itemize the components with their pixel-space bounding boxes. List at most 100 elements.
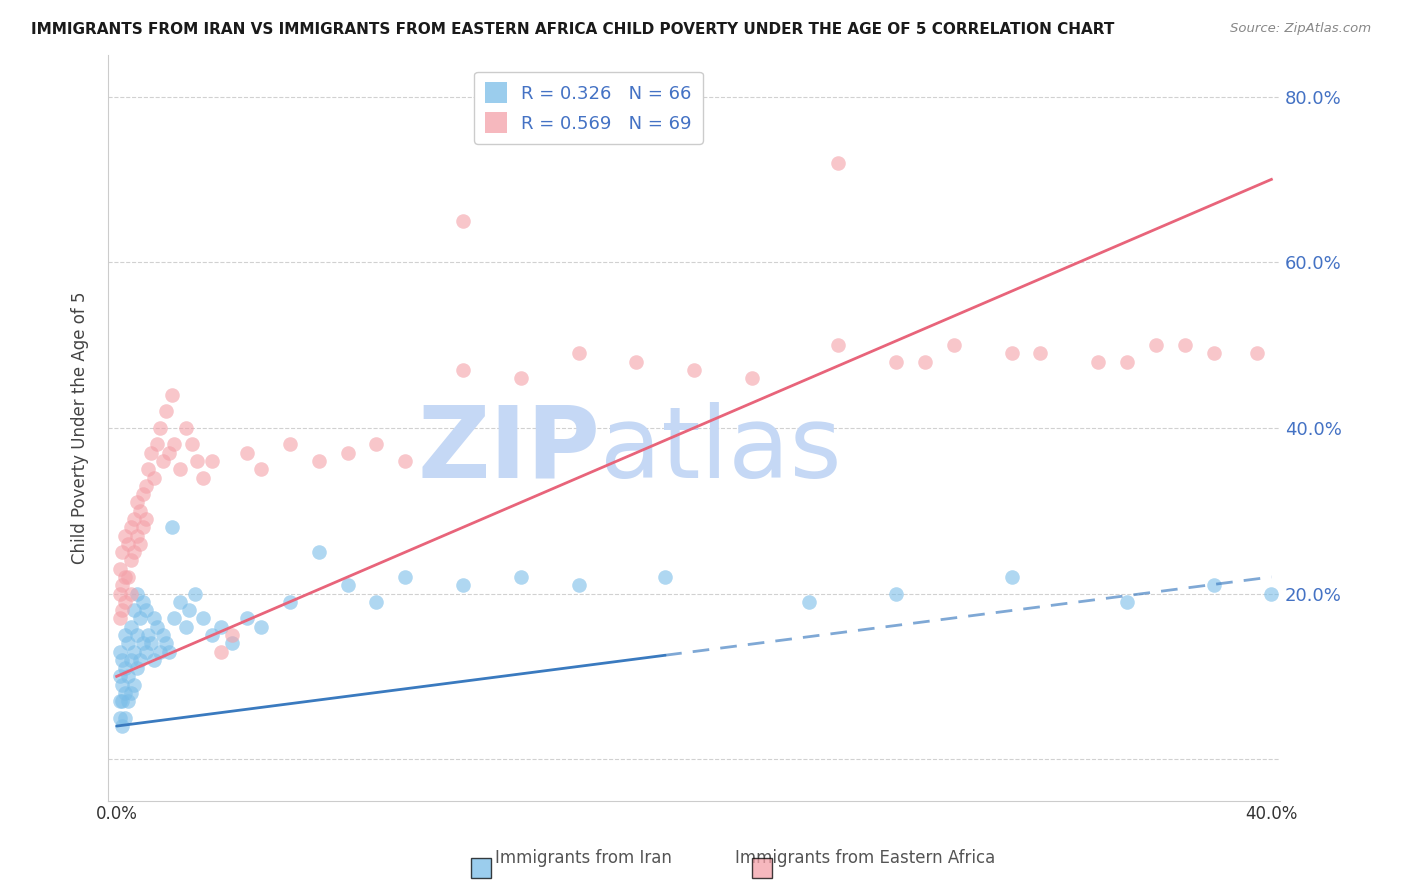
- Point: [120, 520, 142, 534]
- Point: [1000, 346, 1022, 360]
- Point: [131, 595, 153, 609]
- Point: [125, 495, 148, 509]
- Point: [1260, 586, 1282, 600]
- Point: [111, 653, 134, 667]
- Point: [128, 504, 150, 518]
- Point: [114, 711, 136, 725]
- Text: Immigrants from Iran: Immigrants from Iran: [495, 849, 672, 867]
- Point: [155, 404, 177, 418]
- Point: [394, 454, 416, 468]
- Point: [278, 595, 301, 609]
- Point: [186, 454, 208, 468]
- Point: [114, 686, 136, 700]
- Point: [125, 628, 148, 642]
- Point: [884, 354, 907, 368]
- Point: [108, 562, 131, 576]
- Point: [141, 636, 163, 650]
- Text: ZIP: ZIP: [418, 401, 600, 499]
- Point: [1116, 354, 1139, 368]
- Point: [308, 545, 330, 559]
- Point: [125, 586, 148, 600]
- Point: [509, 371, 531, 385]
- Point: [914, 354, 936, 368]
- Point: [827, 156, 849, 170]
- Point: [114, 628, 136, 642]
- Point: [451, 214, 474, 228]
- Point: [155, 636, 177, 650]
- Text: Source: ZipAtlas.com: Source: ZipAtlas.com: [1230, 22, 1371, 36]
- Point: [114, 661, 136, 675]
- Point: [122, 678, 145, 692]
- Point: [131, 520, 153, 534]
- Point: [180, 437, 202, 451]
- Point: [114, 595, 136, 609]
- Point: [278, 437, 301, 451]
- Point: [108, 611, 131, 625]
- Point: [143, 653, 166, 667]
- Point: [221, 636, 243, 650]
- Point: [174, 421, 197, 435]
- Point: [827, 338, 849, 352]
- Point: [120, 553, 142, 567]
- Point: [509, 570, 531, 584]
- Point: [201, 628, 224, 642]
- Point: [122, 545, 145, 559]
- Point: [193, 470, 215, 484]
- Point: [122, 512, 145, 526]
- Point: [683, 363, 706, 377]
- Point: [117, 537, 139, 551]
- Point: [235, 611, 257, 625]
- Point: [221, 628, 243, 642]
- Point: [169, 462, 191, 476]
- Point: [134, 603, 156, 617]
- Point: [120, 586, 142, 600]
- Point: [1029, 346, 1052, 360]
- Point: [125, 528, 148, 542]
- Point: [117, 570, 139, 584]
- Point: [741, 371, 763, 385]
- Point: [1246, 346, 1268, 360]
- Point: [138, 462, 160, 476]
- Point: [146, 620, 169, 634]
- Point: [209, 644, 232, 658]
- Point: [174, 620, 197, 634]
- Point: [209, 620, 232, 634]
- Point: [152, 454, 174, 468]
- Point: [108, 644, 131, 658]
- Point: [193, 611, 215, 625]
- Point: [122, 603, 145, 617]
- Point: [157, 644, 180, 658]
- Point: [157, 446, 180, 460]
- Point: [235, 446, 257, 460]
- Point: [108, 669, 131, 683]
- Point: [654, 570, 676, 584]
- Point: [134, 644, 156, 658]
- Point: [451, 578, 474, 592]
- Point: [128, 611, 150, 625]
- Point: [138, 628, 160, 642]
- Point: [120, 653, 142, 667]
- Point: [122, 644, 145, 658]
- Point: [567, 346, 589, 360]
- Point: [1087, 354, 1109, 368]
- Point: [111, 578, 134, 592]
- Point: [567, 578, 589, 592]
- Point: [131, 487, 153, 501]
- Point: [169, 595, 191, 609]
- Point: [1202, 346, 1225, 360]
- Point: [366, 437, 388, 451]
- Point: [111, 603, 134, 617]
- Point: [117, 694, 139, 708]
- Legend: R = 0.326   N = 66, R = 0.569   N = 69: R = 0.326 N = 66, R = 0.569 N = 69: [474, 71, 703, 144]
- Point: [111, 545, 134, 559]
- Point: [134, 479, 156, 493]
- Point: [160, 388, 183, 402]
- Point: [111, 719, 134, 733]
- Text: Immigrants from Eastern Africa: Immigrants from Eastern Africa: [734, 849, 995, 867]
- Point: [183, 586, 205, 600]
- Point: [1116, 595, 1139, 609]
- Point: [125, 661, 148, 675]
- Point: [1174, 338, 1197, 352]
- Point: [1144, 338, 1167, 352]
- Point: [451, 363, 474, 377]
